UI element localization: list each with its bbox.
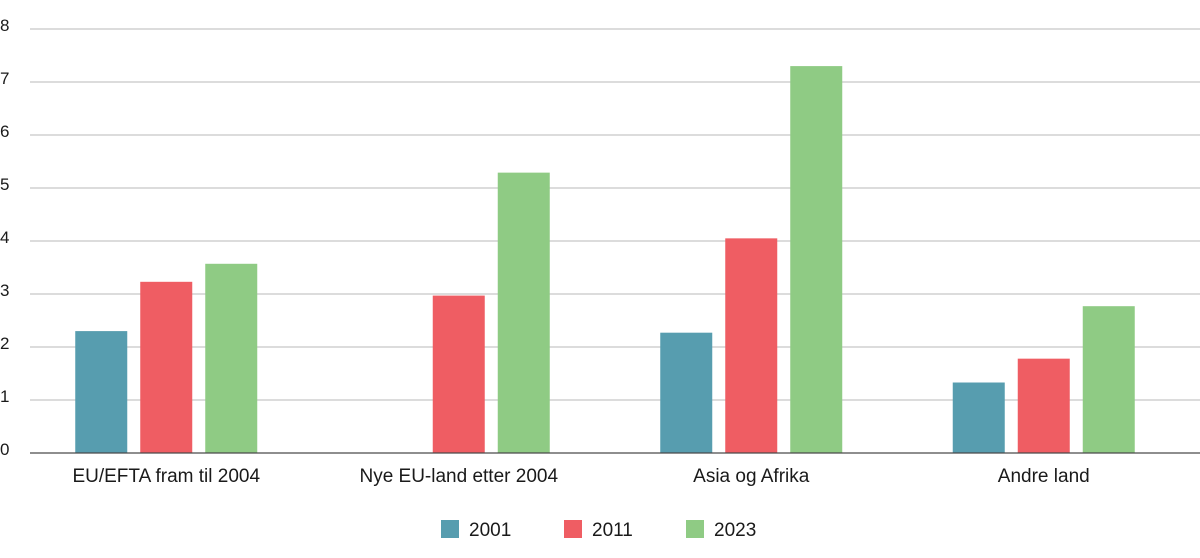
y-tick-label: 7 bbox=[0, 69, 9, 88]
y-tick-label: 0 bbox=[0, 440, 9, 459]
x-category-label: Andre land bbox=[998, 466, 1090, 487]
bar bbox=[1082, 306, 1135, 453]
legend-swatch bbox=[441, 520, 459, 538]
legend-label: 2011 bbox=[592, 520, 633, 541]
bar bbox=[790, 66, 843, 453]
legend-swatch bbox=[686, 520, 704, 538]
y-axis-ticks: 0 1 2 3 4 5 6 7 8 bbox=[0, 16, 9, 459]
bar bbox=[497, 172, 550, 453]
bar bbox=[660, 332, 713, 453]
y-tick-label: 8 bbox=[0, 16, 9, 35]
legend-swatch bbox=[564, 520, 582, 538]
y-tick-label: 5 bbox=[0, 175, 9, 194]
x-category-label: EU/EFTA fram til 2004 bbox=[72, 466, 260, 487]
x-category-label: Asia og Afrika bbox=[693, 466, 810, 487]
legend-label: 2023 bbox=[714, 520, 756, 541]
x-axis-labels: EU/EFTA fram til 2004 Nye EU-land etter 2… bbox=[72, 466, 1089, 487]
bars bbox=[75, 66, 1135, 453]
y-tick-label: 6 bbox=[0, 122, 9, 141]
bar bbox=[140, 281, 193, 453]
y-tick-label: 2 bbox=[0, 334, 9, 353]
bar bbox=[952, 382, 1005, 453]
bar bbox=[432, 295, 485, 453]
bar bbox=[1017, 358, 1070, 453]
bar bbox=[75, 331, 128, 453]
x-category-label: Nye EU-land etter 2004 bbox=[359, 466, 558, 487]
legend-label: 2001 bbox=[469, 520, 511, 541]
y-tick-label: 3 bbox=[0, 281, 9, 300]
y-tick-label: 4 bbox=[0, 228, 9, 247]
legend: 2001 2011 2023 bbox=[441, 520, 756, 541]
bar bbox=[205, 263, 258, 453]
y-tick-label: 1 bbox=[0, 387, 9, 406]
bar bbox=[725, 238, 778, 453]
